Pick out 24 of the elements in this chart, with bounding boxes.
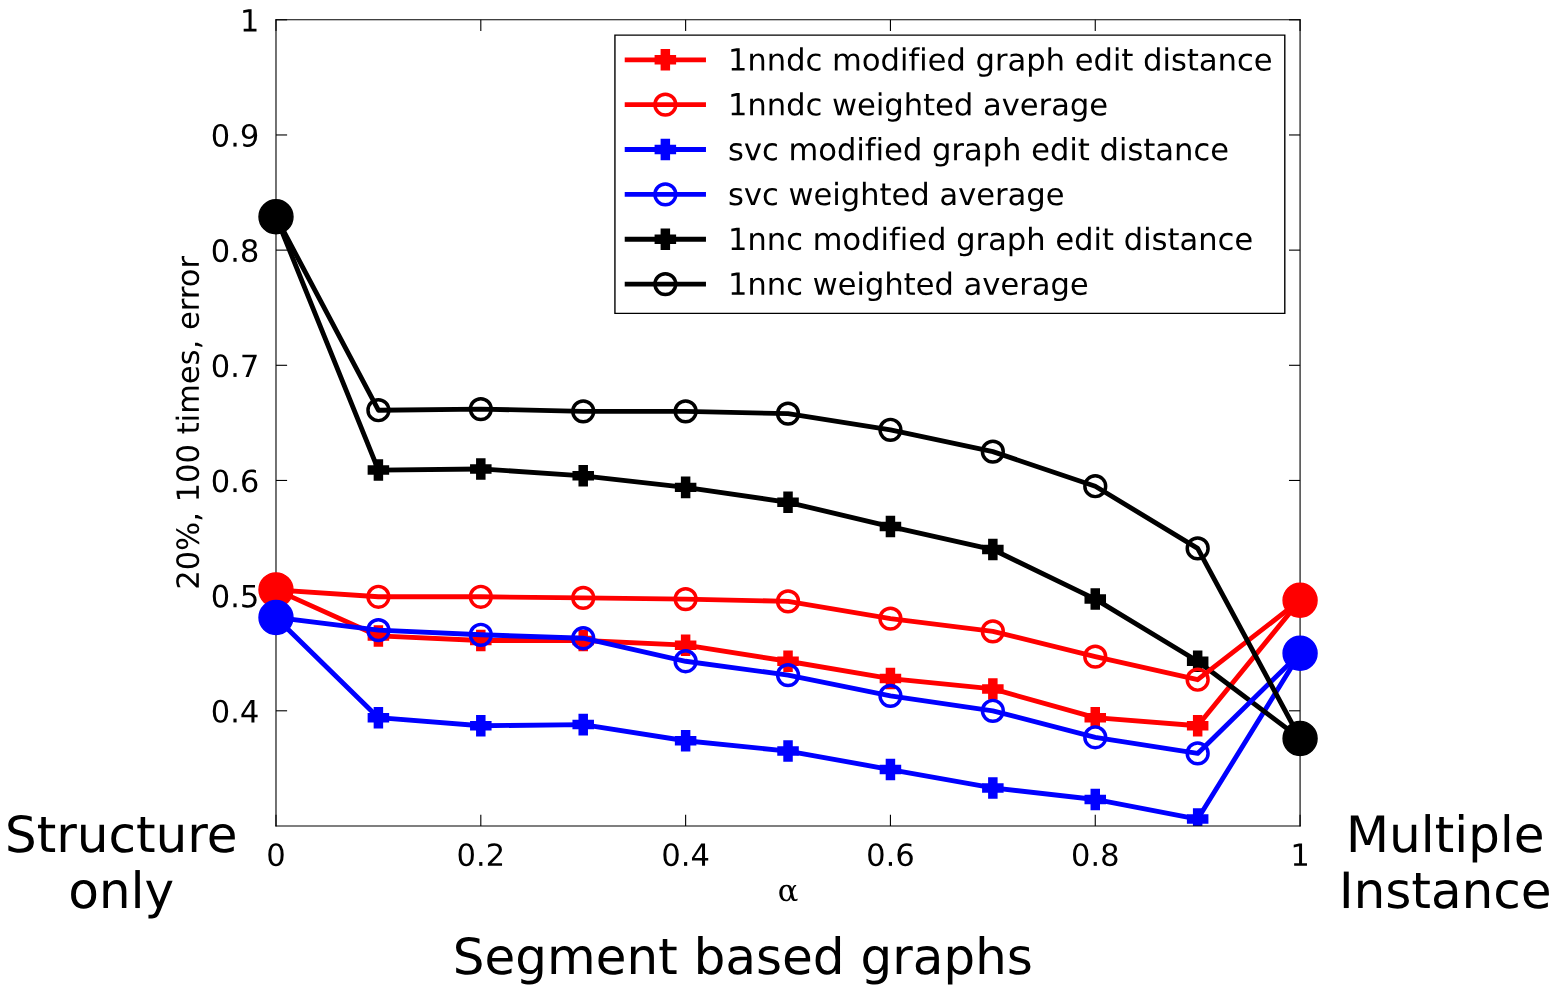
x-tick-label: 0.6 <box>868 843 913 867</box>
legend-label: svc weighted average <box>729 181 1063 212</box>
legend-label: 1nndc modified graph edit distance <box>731 47 1271 77</box>
y-tick-label: 0.5 <box>212 584 257 608</box>
y-axis-title: 20%, 100 times, error <box>175 256 203 588</box>
y-tick-label: 0.8 <box>212 239 258 263</box>
x-axis-title: α <box>779 884 798 902</box>
y-tick-label: 1 <box>243 9 257 32</box>
legend-label: svc modified graph edit distance <box>729 137 1228 167</box>
y-tick-label: 0.6 <box>212 469 258 493</box>
text: Structure only <box>8 814 235 919</box>
text: Segment based graphs <box>456 936 1031 985</box>
text: Multiple Instance <box>1343 814 1549 909</box>
legend-label: 1nndc weighted average <box>731 92 1107 122</box>
x-tick-label: 0.2 <box>458 843 503 867</box>
legend-label: 1nnc weighted average <box>731 271 1088 302</box>
legend-label: 1nnc modified graph edit distance <box>731 226 1252 257</box>
y-tick-label: 0.9 <box>212 123 258 148</box>
x-tick-label: 0 <box>268 843 284 867</box>
x-tick-label: 0.8 <box>1072 843 1118 867</box>
x-tick-label: 1 <box>1293 843 1307 866</box>
x-tick-label: 0.4 <box>663 843 709 867</box>
y-tick-label: 0.7 <box>212 354 257 378</box>
y-tick-label: 0.4 <box>212 699 258 723</box>
